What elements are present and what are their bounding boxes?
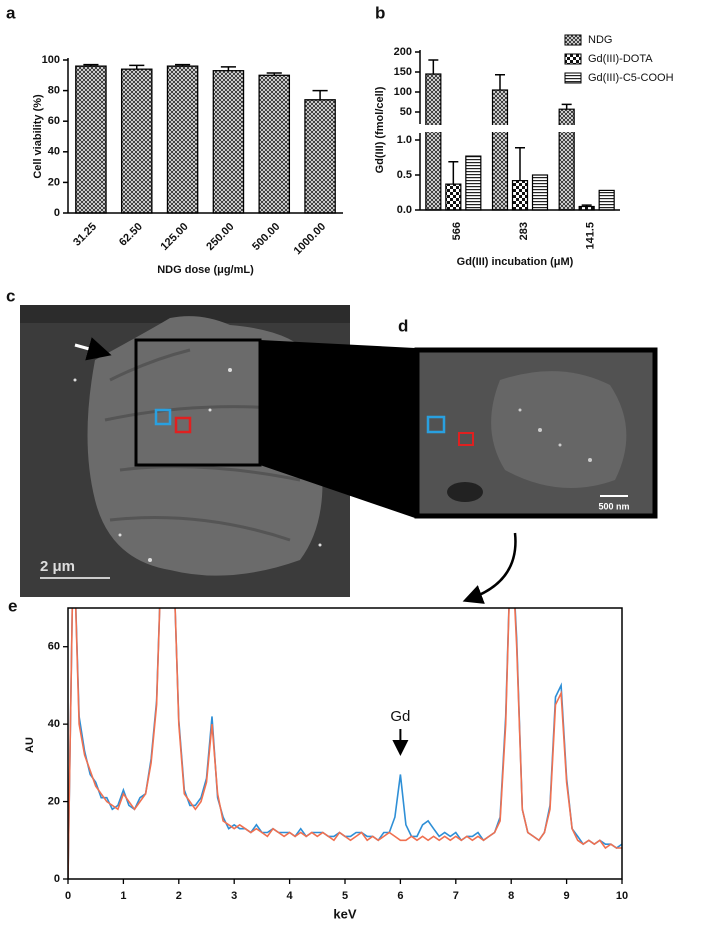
- y-tick-label: 200: [394, 46, 412, 58]
- bar: [511, 180, 529, 211]
- x-tick-label: 0: [65, 890, 71, 902]
- x-axis-label: Gd(III) incubation (μM): [457, 256, 574, 268]
- y-tick-label: 60: [48, 115, 60, 127]
- x-tick-label: 7: [453, 890, 459, 902]
- x-tick-label: 2: [176, 890, 182, 902]
- x-tick-label: 125.00: [158, 221, 190, 253]
- axis-break: [414, 125, 620, 132]
- y-tick-label: 1.0: [397, 134, 412, 146]
- x-axis-label: keV: [333, 906, 356, 921]
- panel-label: c: [6, 286, 15, 305]
- plot-frame: [67, 607, 623, 880]
- bar: [491, 89, 509, 211]
- x-tick-label: 31.25: [71, 221, 99, 249]
- y-tick-label: 20: [48, 176, 60, 188]
- legend-label: Gd(III)-DOTA: [588, 53, 653, 65]
- y-axis-label: Cell viability (%): [32, 94, 44, 179]
- scale-bar-label: 2 μm: [40, 558, 75, 575]
- panel-label: a: [6, 3, 16, 22]
- y-tick-label: 0.0: [397, 204, 412, 216]
- x-tick-label: 250.00: [204, 221, 236, 253]
- y-tick-label: 0: [54, 207, 60, 219]
- x-tick-label: 1000.00: [292, 221, 329, 258]
- y-tick-label: 0: [54, 873, 60, 885]
- bar: [120, 68, 153, 214]
- y-tick-label: 40: [48, 146, 60, 158]
- x-tick-label: 62.50: [117, 221, 145, 249]
- micrograph-d: [414, 347, 658, 519]
- bar: [531, 174, 549, 211]
- legend-swatch: [564, 34, 582, 46]
- bar: [166, 65, 199, 214]
- x-tick-label: 10: [616, 890, 628, 902]
- error-bar: [129, 64, 145, 70]
- error-bar: [266, 72, 282, 76]
- y-axis-label: AU: [24, 737, 36, 753]
- legend-label: NDG: [588, 34, 612, 46]
- legend-swatch: [564, 53, 582, 65]
- y-tick-label: 80: [48, 85, 60, 97]
- y-tick-label: 100: [42, 54, 60, 66]
- x-tick-label: 8: [508, 890, 514, 902]
- error-bar: [561, 103, 572, 110]
- x-tick-label: 1: [120, 890, 126, 902]
- bar: [304, 99, 336, 214]
- error-bar: [175, 63, 191, 67]
- bar: [445, 183, 462, 211]
- x-tick-label: 9: [564, 890, 570, 902]
- x-axis-label: NDG dose (μg/mL): [157, 264, 254, 276]
- panel-label: d: [398, 316, 408, 335]
- x-tick-label: 3: [231, 890, 237, 902]
- bar: [598, 189, 615, 211]
- x-tick-label: 500.00: [250, 221, 282, 253]
- bar: [425, 73, 442, 211]
- x-tick-label: 6: [397, 890, 403, 902]
- error-bar: [312, 89, 328, 100]
- bar: [258, 74, 291, 214]
- panel-label: b: [375, 3, 385, 22]
- x-tick-label: 283: [518, 222, 530, 240]
- y-tick-label: 100: [394, 86, 412, 98]
- annotation: Gd: [390, 708, 410, 725]
- error-bar: [495, 74, 505, 90]
- x-tick-label: 141.5: [585, 222, 597, 250]
- bar: [465, 155, 482, 211]
- x-tick-label: 566: [451, 222, 463, 240]
- error-bar: [515, 146, 525, 181]
- spectrum-line: [68, 608, 622, 879]
- error-bar: [448, 160, 459, 185]
- y-tick-label: 40: [48, 718, 60, 730]
- bar: [558, 108, 575, 211]
- bar: [75, 65, 107, 214]
- error-bar: [428, 59, 439, 74]
- bar: [212, 70, 245, 214]
- legend-label: Gd(III)-C5-COOH: [588, 72, 674, 84]
- scale-bar-label: 500 nm: [598, 501, 629, 511]
- x-tick-label: 4: [287, 890, 294, 902]
- panel-label: e: [8, 596, 17, 615]
- x-tick-label: 5: [342, 890, 348, 902]
- y-axis-label: Gd(III) (fmol/cell): [374, 86, 386, 173]
- error-bar: [581, 204, 592, 207]
- legend-swatch: [564, 72, 582, 84]
- y-tick-label: 150: [394, 66, 412, 78]
- flow-arrow: [462, 532, 517, 604]
- y-tick-label: 0.5: [397, 169, 412, 181]
- y-tick-label: 50: [400, 106, 412, 118]
- y-tick-label: 20: [48, 795, 60, 807]
- error-bar: [83, 63, 99, 67]
- error-bar: [220, 66, 236, 71]
- y-tick-label: 60: [48, 641, 60, 653]
- zoom-connector: [260, 340, 415, 518]
